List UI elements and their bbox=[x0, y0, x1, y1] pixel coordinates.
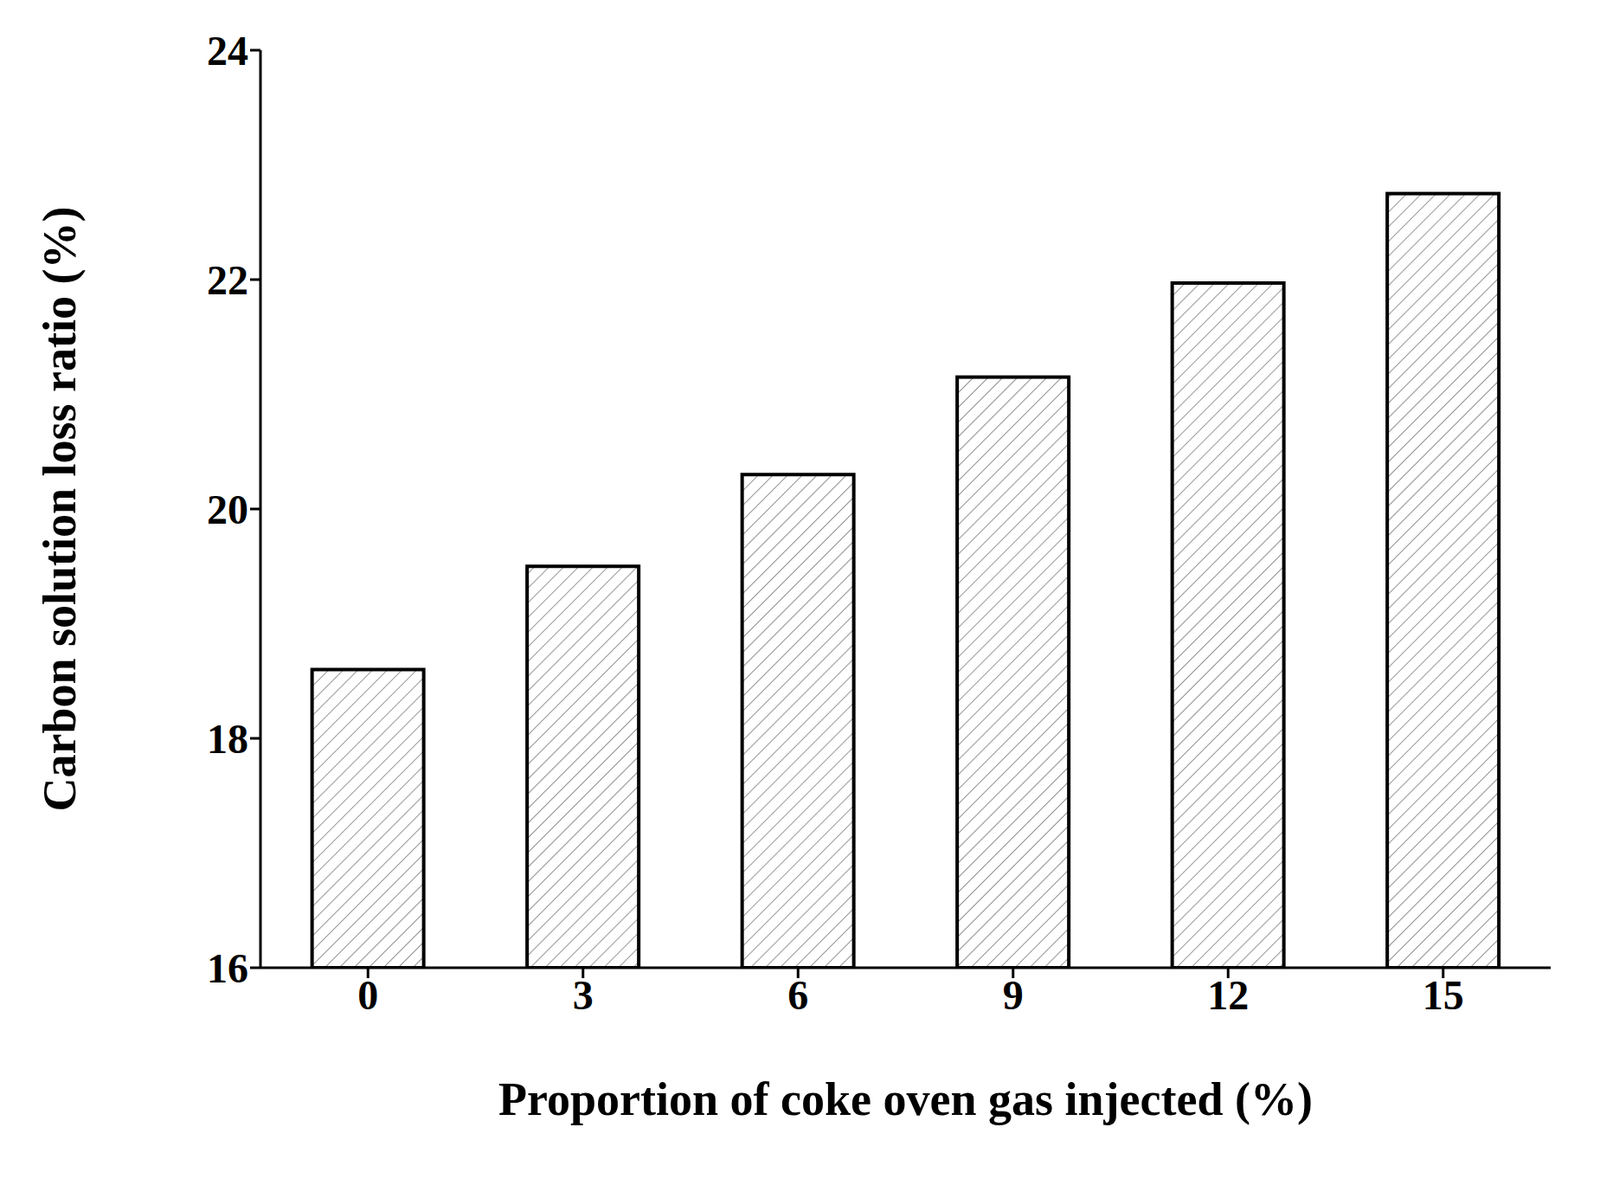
svg-text:18: 18 bbox=[206, 715, 249, 762]
svg-text:24: 24 bbox=[206, 27, 249, 74]
svg-text:6: 6 bbox=[787, 971, 809, 1018]
svg-text:12: 12 bbox=[1207, 971, 1249, 1018]
svg-text:3: 3 bbox=[572, 971, 594, 1018]
svg-text:Carbon solution loss ratio (%): Carbon solution loss ratio (%) bbox=[33, 205, 86, 811]
svg-text:0: 0 bbox=[357, 971, 379, 1018]
svg-text:20: 20 bbox=[206, 486, 249, 533]
svg-text:Proportion of coke oven gas in: Proportion of coke oven gas injected (%) bbox=[498, 1073, 1313, 1125]
svg-text:16: 16 bbox=[206, 944, 249, 991]
svg-text:9: 9 bbox=[1002, 971, 1024, 1018]
svg-text:22: 22 bbox=[206, 257, 249, 303]
svg-text:15: 15 bbox=[1422, 971, 1465, 1018]
